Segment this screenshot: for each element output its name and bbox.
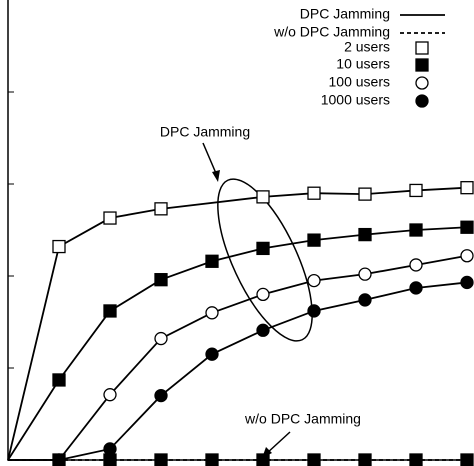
axes: [7, 0, 470, 461]
marker: [307, 186, 321, 200]
legend-label: 10 users: [336, 56, 390, 72]
legend-marker: [415, 58, 429, 72]
line: [7, 186, 468, 461]
marker: [52, 239, 66, 254]
marker: [154, 331, 168, 346]
legend-label: 2 users: [344, 39, 390, 55]
marker: [256, 287, 270, 302]
marker: [460, 220, 474, 234]
marker: [307, 304, 321, 318]
marker: [103, 211, 117, 225]
marker: [256, 190, 270, 204]
line: [8, 281, 468, 461]
marker: [307, 233, 321, 247]
marker: [307, 273, 321, 288]
legend-marker: [415, 94, 429, 108]
marker: [358, 227, 372, 242]
marker: [409, 281, 423, 295]
marker: [256, 323, 270, 337]
line: [7, 226, 468, 461]
annotation: DPC Jamming: [160, 124, 250, 140]
legend-marker: [415, 76, 429, 90]
marker: [409, 453, 423, 466]
marker: [460, 249, 474, 263]
marker: [52, 373, 66, 387]
marker: [103, 453, 117, 466]
marker: [205, 347, 219, 361]
marker: [205, 453, 219, 466]
marker: [409, 223, 423, 237]
arrow-head: [212, 170, 220, 182]
marker: [154, 388, 168, 403]
line: [8, 254, 468, 461]
marker: [205, 254, 219, 268]
legend-label: 100 users: [329, 74, 390, 90]
marker: [103, 304, 117, 318]
marker: [409, 258, 423, 272]
marker: [460, 275, 474, 290]
marker: [103, 442, 117, 456]
marker: [103, 388, 117, 402]
marker: [256, 453, 270, 466]
marker: [307, 453, 321, 466]
marker: [52, 453, 66, 466]
marker: [154, 202, 168, 216]
marker: [358, 293, 372, 307]
marker: [154, 453, 168, 466]
marker: [205, 306, 219, 320]
annotation-arrow: [265, 431, 291, 455]
ellipse: [217, 178, 313, 342]
marker: [256, 241, 270, 256]
marker: [409, 183, 423, 198]
legend-marker: [415, 41, 429, 55]
legend-label: 1000 users: [321, 92, 390, 108]
marker: [358, 453, 372, 466]
marker: [358, 267, 372, 281]
marker: [460, 453, 474, 466]
marker: [460, 181, 474, 195]
annotation: w/o DPC Jamming: [244, 411, 361, 427]
marker: [154, 273, 168, 287]
legend-label: DPC Jamming: [300, 6, 390, 22]
legend-label: w/o DPC Jamming: [273, 24, 390, 40]
marker: [358, 187, 372, 201]
